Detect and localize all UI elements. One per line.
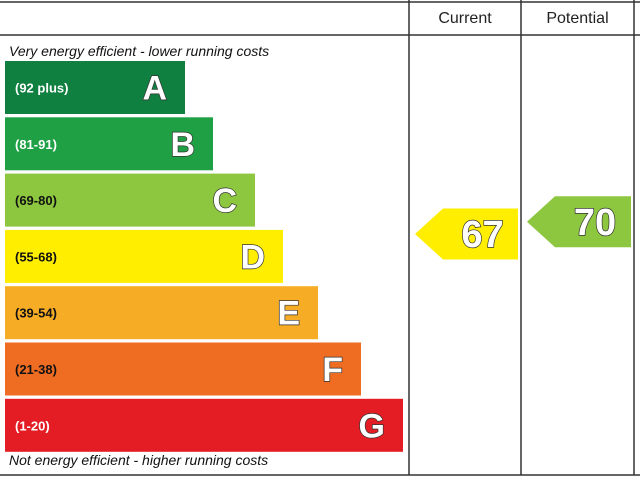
- band-range-d: (55-68): [15, 249, 57, 264]
- band-range-a: (92 plus): [15, 81, 68, 96]
- band-letter-e: E: [277, 295, 300, 333]
- band-letter-a: A: [142, 70, 167, 108]
- rating-potential: 70: [527, 196, 631, 248]
- band-bar-a: [5, 61, 185, 114]
- rating-current: 67: [415, 208, 518, 260]
- column-header-current: Current: [438, 10, 492, 27]
- band-letter-g: G: [359, 407, 385, 445]
- rating-bands: (92 plus) A (81-91) B (69-80) C (55-68) D (39-54…: [5, 61, 403, 452]
- band-b: (81-91) B: [5, 117, 213, 171]
- rating-arrow-current: [415, 208, 518, 260]
- band-f: (21-38) F: [5, 342, 361, 396]
- rating-value-current: 67: [461, 214, 503, 256]
- band-a: (92 plus) A: [5, 61, 185, 114]
- band-range-c: (69-80): [15, 193, 57, 208]
- band-range-b: (81-91): [15, 137, 57, 152]
- band-bar-f: [5, 342, 361, 396]
- band-bar-e: [5, 286, 318, 340]
- bottom-note: Not energy efficient - higher running co…: [9, 452, 268, 468]
- band-d: (55-68) D: [5, 229, 283, 283]
- band-range-e: (39-54): [15, 306, 57, 321]
- band-letter-f: F: [322, 351, 343, 389]
- top-note: Very energy efficient - lower running co…: [9, 43, 269, 59]
- band-bar-b: [5, 117, 213, 171]
- band-letter-d: D: [240, 238, 265, 276]
- band-range-f: (21-38): [15, 362, 57, 377]
- band-letter-b: B: [170, 126, 195, 164]
- rating-value-potential: 70: [574, 202, 616, 244]
- band-e: (39-54) E: [5, 286, 318, 340]
- band-c: (69-80) C: [5, 173, 255, 227]
- band-bar-g: [5, 398, 403, 452]
- band-range-g: (1-20): [15, 418, 50, 433]
- band-bar-d: [5, 229, 283, 283]
- rating-arrow-potential: [527, 196, 631, 248]
- band-bar-c: [5, 173, 255, 227]
- band-letter-c: C: [212, 182, 237, 220]
- rating-arrows: 67 70: [415, 196, 631, 260]
- column-header-potential: Potential: [546, 10, 608, 27]
- band-g: (1-20) G: [5, 398, 403, 452]
